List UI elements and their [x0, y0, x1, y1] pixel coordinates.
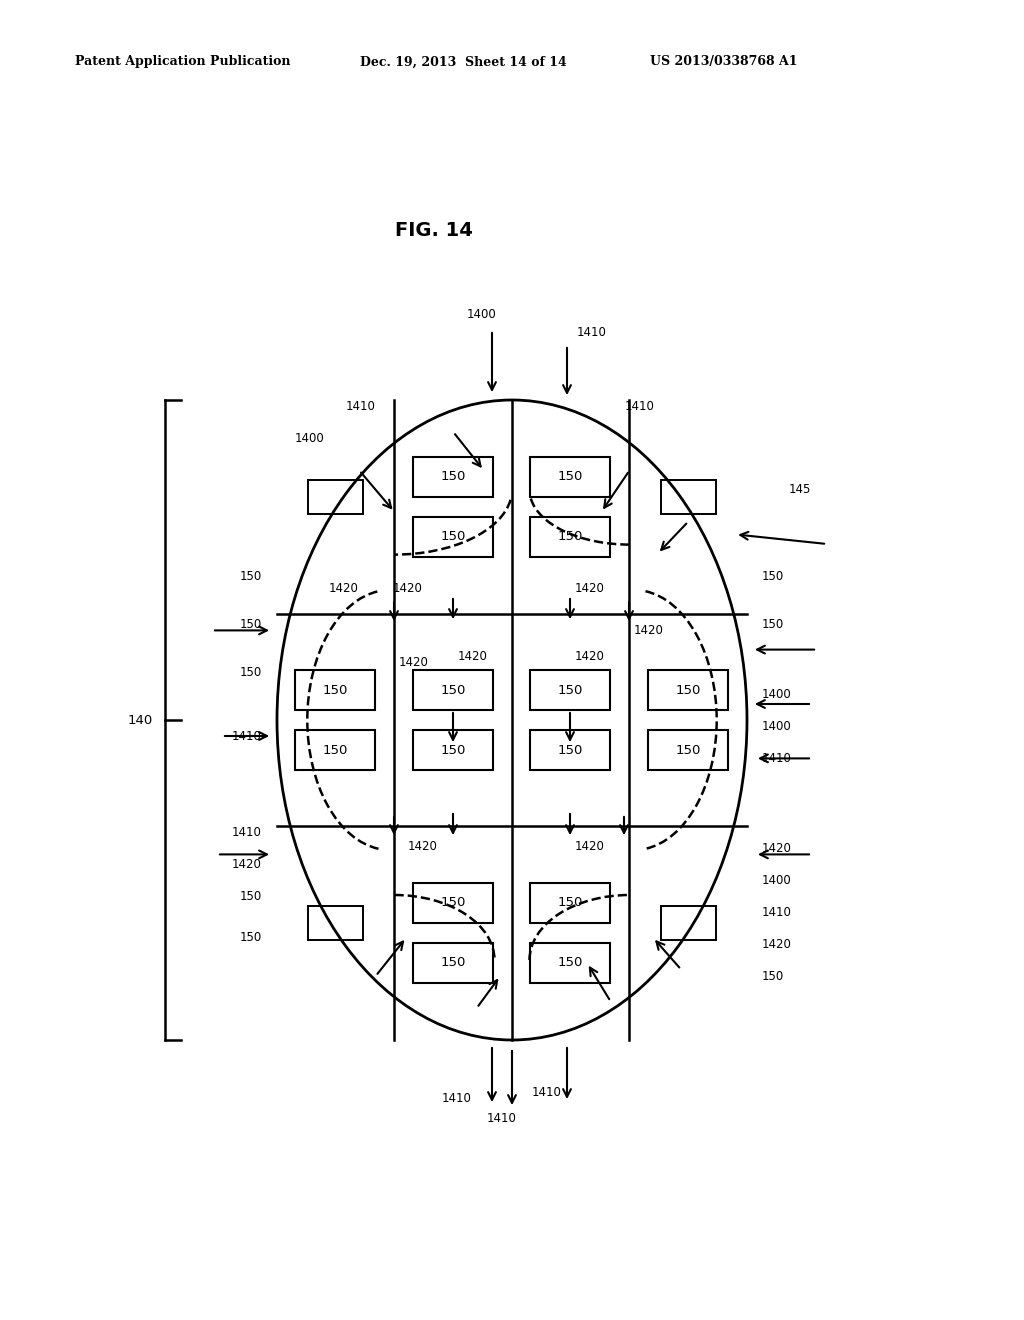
Bar [413, 457, 493, 498]
Bar [530, 883, 610, 923]
Text: 150: 150 [240, 569, 262, 582]
Text: 1410: 1410 [232, 730, 262, 742]
Text: 150: 150 [440, 743, 466, 756]
Text: 150: 150 [675, 743, 700, 756]
Bar [530, 671, 610, 710]
Text: 1400: 1400 [762, 688, 792, 701]
Text: 150: 150 [557, 684, 583, 697]
Text: 1420: 1420 [762, 937, 792, 950]
Text: 1420: 1420 [575, 840, 605, 853]
Text: 1400: 1400 [294, 432, 324, 445]
Text: 150: 150 [762, 569, 784, 582]
Text: 150: 150 [557, 470, 583, 483]
Bar [413, 671, 493, 710]
Text: 1400: 1400 [467, 309, 497, 322]
Text: 150: 150 [557, 896, 583, 909]
Text: 1420: 1420 [575, 582, 605, 595]
Text: 150: 150 [323, 684, 348, 697]
Text: 150: 150 [557, 743, 583, 756]
Bar [660, 906, 716, 940]
Text: 1410: 1410 [346, 400, 376, 413]
Bar [648, 671, 728, 710]
Text: 1420: 1420 [575, 649, 605, 663]
Text: 150: 150 [240, 665, 262, 678]
Text: 1420: 1420 [232, 858, 262, 870]
Bar [295, 671, 375, 710]
Text: 1410: 1410 [577, 326, 607, 338]
Text: 150: 150 [440, 470, 466, 483]
Text: 1400: 1400 [762, 874, 792, 887]
Bar [660, 480, 716, 513]
Bar [648, 730, 728, 770]
Text: 150: 150 [240, 890, 262, 903]
Text: 1420: 1420 [408, 840, 438, 853]
Text: 1420: 1420 [393, 582, 423, 595]
Bar [413, 942, 493, 983]
Bar [413, 517, 493, 557]
Bar [530, 730, 610, 770]
Text: 1410: 1410 [487, 1111, 517, 1125]
Bar [530, 517, 610, 557]
Text: FIG. 14: FIG. 14 [395, 220, 473, 239]
Bar [307, 906, 362, 940]
Text: Patent Application Publication: Patent Application Publication [75, 55, 291, 69]
Text: 1420: 1420 [762, 842, 792, 854]
Text: 1410: 1410 [532, 1085, 562, 1098]
Bar [530, 942, 610, 983]
Text: 150: 150 [323, 743, 348, 756]
Text: 150: 150 [440, 957, 466, 969]
Text: 145: 145 [790, 483, 811, 496]
Text: 1400: 1400 [762, 719, 792, 733]
Text: 150: 150 [240, 931, 262, 944]
Bar [413, 883, 493, 923]
Bar [530, 457, 610, 498]
Text: 1420: 1420 [329, 582, 359, 595]
Text: 1420: 1420 [399, 656, 429, 669]
Text: 1410: 1410 [762, 906, 792, 919]
Text: 1410: 1410 [442, 1092, 472, 1105]
Text: 1410: 1410 [232, 825, 262, 838]
Bar [295, 730, 375, 770]
Bar [413, 730, 493, 770]
Bar [307, 480, 362, 513]
Text: 1420: 1420 [458, 649, 487, 663]
Text: 1410: 1410 [762, 752, 792, 764]
Text: 150: 150 [440, 531, 466, 544]
Text: 1410: 1410 [625, 400, 654, 413]
Text: 150: 150 [762, 618, 784, 631]
Text: 150: 150 [557, 531, 583, 544]
Text: 150: 150 [762, 969, 784, 982]
Text: 150: 150 [557, 957, 583, 969]
Text: 140: 140 [128, 714, 153, 726]
Text: 150: 150 [240, 618, 262, 631]
Text: 150: 150 [675, 684, 700, 697]
Text: Dec. 19, 2013  Sheet 14 of 14: Dec. 19, 2013 Sheet 14 of 14 [360, 55, 566, 69]
Text: 1420: 1420 [634, 624, 664, 636]
Text: 150: 150 [440, 684, 466, 697]
Text: US 2013/0338768 A1: US 2013/0338768 A1 [650, 55, 798, 69]
Text: 150: 150 [440, 896, 466, 909]
